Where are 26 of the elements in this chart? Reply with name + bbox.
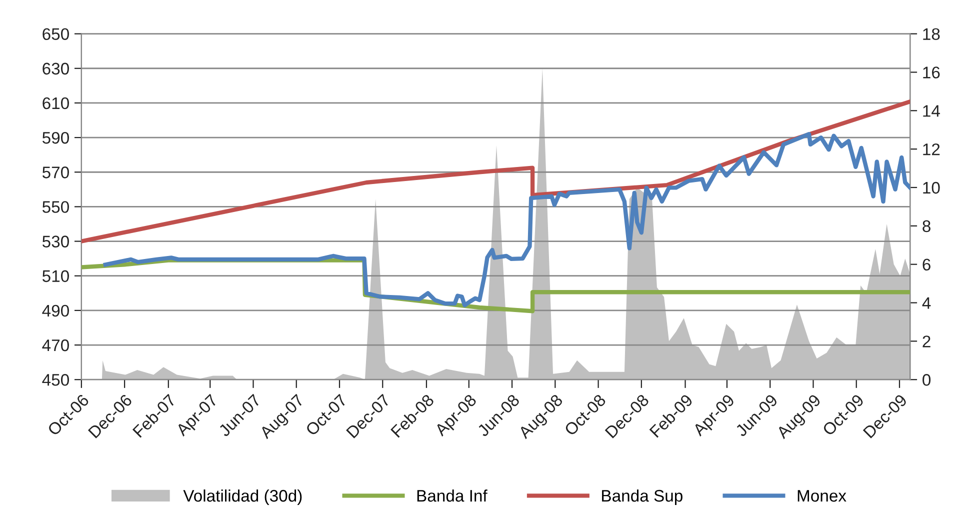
legend-label: Monex <box>798 490 846 502</box>
y2-tick-label: 6 <box>922 258 930 271</box>
y2-tick-label: 0 <box>922 374 931 386</box>
y2-tick-label: 8 <box>922 220 930 232</box>
legend-label: Volatilidad (30d) <box>183 489 302 505</box>
y2-tick-label: 2 <box>922 336 930 348</box>
legend-label: Banda Sup <box>602 489 682 505</box>
y-tick-label: 470 <box>42 339 69 352</box>
y-tick-label: 590 <box>42 132 69 144</box>
y2-tick-label: 4 <box>922 297 931 309</box>
y-tick-label: 630 <box>42 62 69 75</box>
y2-tick-label: 10 <box>923 182 940 194</box>
line-series <box>103 132 910 308</box>
y-tick-label: 490 <box>42 304 69 317</box>
y2-tick-label: 16 <box>923 66 940 78</box>
y-tick-label: 450 <box>42 374 69 386</box>
y-tick-label: 510 <box>42 270 69 282</box>
y-tick-label: 650 <box>42 28 69 40</box>
y-tick-label: 530 <box>42 236 69 248</box>
y-tick-label: 610 <box>42 97 69 110</box>
legend-label: Banda Inf <box>417 489 488 502</box>
y2-tick-label: 18 <box>923 28 940 40</box>
y-tick-label: 570 <box>42 166 69 178</box>
y2-tick-label: 14 <box>923 105 940 117</box>
y2-tick-label: 12 <box>923 143 940 156</box>
y-tick-label: 550 <box>42 201 69 213</box>
